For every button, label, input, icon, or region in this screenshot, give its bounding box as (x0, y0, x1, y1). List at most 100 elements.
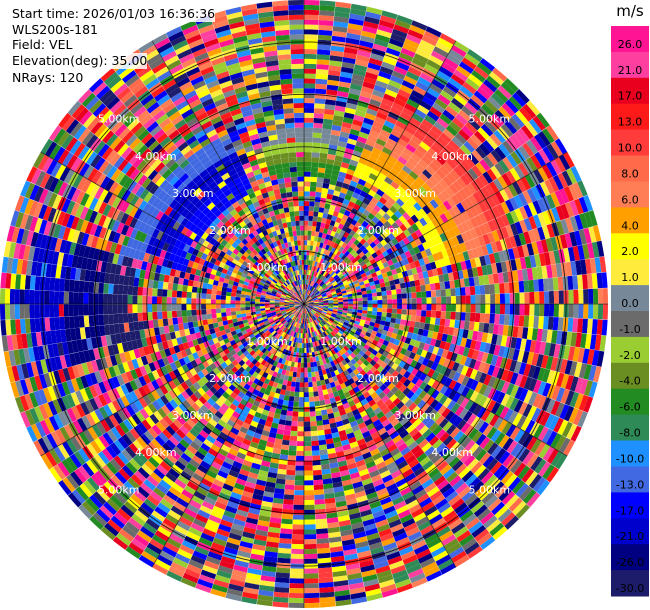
gate-cell (317, 212, 324, 218)
gate-cell (602, 304, 608, 320)
gate-cell (281, 513, 293, 520)
gate-cell (382, 56, 397, 66)
gate-cell (393, 124, 405, 134)
gate-cell (337, 90, 349, 98)
gate-cell (431, 304, 437, 311)
gate-cell (339, 207, 346, 215)
gate-cell (409, 205, 419, 215)
gate-cell (329, 241, 336, 248)
gate-cell (446, 53, 462, 66)
gate-cell (458, 129, 471, 141)
gate-cell (354, 221, 362, 229)
gate-cell (306, 352, 310, 358)
gate-cell (408, 170, 419, 180)
gate-cell (356, 54, 370, 63)
gate-cell (296, 441, 304, 447)
gate-cell (442, 161, 454, 173)
gate-cell (340, 267, 346, 274)
gate-cell (304, 24, 319, 30)
gate-cell (338, 265, 344, 272)
gate-cell (384, 228, 392, 236)
gate-cell (338, 81, 351, 89)
gate-cell (468, 153, 480, 165)
gate-cell (352, 306, 358, 310)
gate-cell (365, 193, 374, 202)
gate-cell (308, 211, 314, 217)
gate-cell (332, 30, 347, 38)
gate-cell (505, 99, 519, 114)
gate-cell (321, 217, 327, 224)
gate-cell (304, 220, 309, 226)
gate-cell (421, 95, 435, 107)
gate-cell (393, 177, 403, 186)
gate-cell (304, 392, 309, 398)
gate-cell (285, 415, 293, 421)
gate-cell (390, 33, 406, 43)
gate-cell (293, 495, 304, 501)
gate-cell (394, 19, 411, 30)
gate-cell (330, 45, 345, 53)
gate-cell (309, 411, 316, 417)
gate-cell (538, 278, 544, 292)
gate-cell (426, 304, 432, 311)
gate-cell (304, 205, 309, 211)
gate-cell (319, 281, 324, 286)
gate-cell (315, 226, 321, 232)
gate-cell (306, 245, 311, 251)
gate-cell (439, 132, 452, 144)
gate-cell (304, 372, 308, 378)
gate-cell (335, 217, 342, 224)
gate-cell (315, 256, 320, 262)
gate-cell (482, 140, 495, 153)
gate-cell (335, 227, 342, 235)
gate-cell (441, 62, 456, 74)
gate-cell (474, 285, 481, 295)
gate-cell (315, 518, 328, 525)
gate-cell (336, 250, 342, 257)
gate-cell (320, 275, 325, 281)
gate-cell (318, 162, 327, 169)
gate-cell (318, 395, 325, 401)
gate-cell (380, 231, 388, 240)
gate-cell (306, 295, 310, 300)
gate-cell (376, 311, 382, 317)
gate-cell (396, 313, 402, 320)
gate-cell (399, 182, 409, 191)
gate-cell (408, 196, 417, 206)
gate-cell (385, 285, 392, 291)
gate-cell (328, 184, 336, 191)
gate-cell (297, 421, 304, 427)
gate-cell (304, 215, 309, 221)
gate-cell (430, 310, 437, 318)
gate-cell (321, 283, 326, 288)
gate-cell (316, 420, 324, 426)
gate-cell (315, 83, 327, 90)
gate-cell (443, 57, 459, 70)
gate-cell (304, 14, 319, 20)
gate-cell (310, 430, 318, 437)
gate-cell (319, 152, 328, 159)
gate-cell (345, 143, 356, 151)
gate-cell (519, 107, 533, 122)
gate-cell (336, 271, 343, 277)
gate-cell (346, 253, 353, 259)
gate-cell (307, 377, 313, 383)
gate-cell (365, 224, 373, 232)
gate-cell (421, 304, 427, 311)
gate-cell (314, 283, 319, 289)
gate-cell (480, 304, 486, 314)
gate-cell (360, 126, 371, 135)
gate-cell (319, 0, 336, 7)
gate-cell (583, 304, 589, 319)
gate-cell (312, 464, 322, 471)
gate-cell (334, 206, 341, 213)
gate-cell (362, 241, 370, 249)
gate-cell (318, 434, 326, 441)
gate-cell (309, 186, 317, 192)
gate-cell (281, 518, 293, 525)
gate-cell (401, 304, 407, 310)
gate-cell (399, 169, 409, 179)
gate-cell (414, 189, 425, 199)
gate-cell (558, 304, 564, 318)
gate-cell (322, 182, 330, 189)
